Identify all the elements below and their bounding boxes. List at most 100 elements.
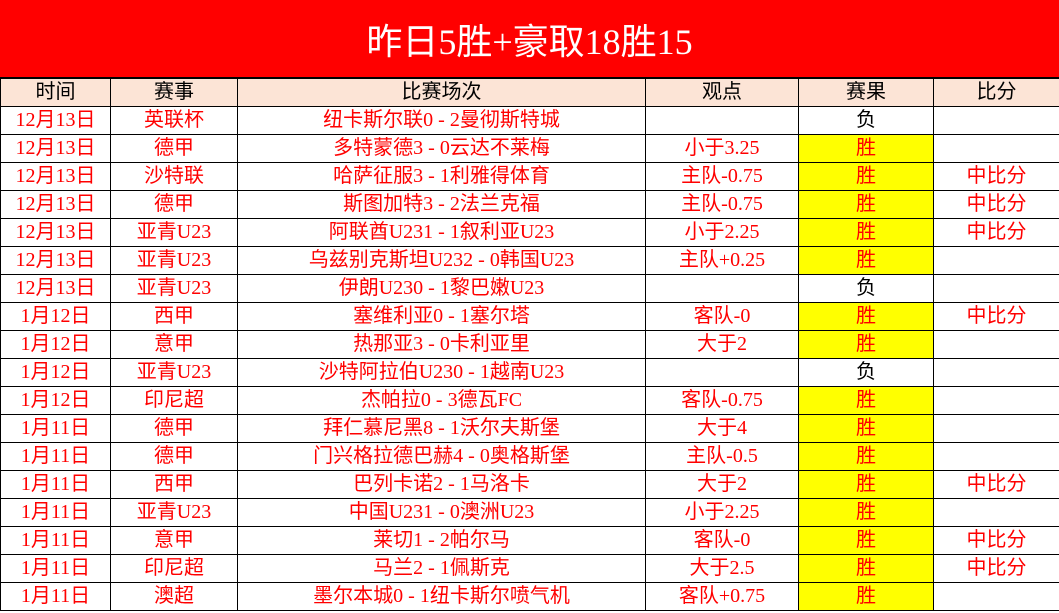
score-cell xyxy=(933,358,1059,387)
league-cell: 亚青U23 xyxy=(110,274,238,303)
result-cell: 负 xyxy=(798,274,934,303)
date-cell: 1月12日 xyxy=(0,330,111,359)
match-cell: 哈萨征服3 - 1利雅得体育 xyxy=(237,162,646,191)
results-table: 时间 赛事 比赛场次 观点 赛果 比分 12月13日 英联杯 纽卡斯尔联0 - 2曼彻斯特城负… xyxy=(0,78,1059,611)
pick-cell: 小于2.25 xyxy=(645,498,799,527)
column-header: 观点 xyxy=(645,78,799,107)
date-cell: 1月11日 xyxy=(0,582,111,611)
result-cell: 胜 xyxy=(798,526,934,555)
score-cell: 中比分 xyxy=(933,554,1059,583)
column-header: 时间 xyxy=(0,78,111,107)
result-cell: 胜 xyxy=(798,386,934,415)
result-cell: 胜 xyxy=(798,162,934,191)
pick-cell: 大于2 xyxy=(645,470,799,499)
result-cell: 胜 xyxy=(798,190,934,219)
table-row: 1月12日 亚青U23 沙特阿拉伯U230 - 1越南U23 负 xyxy=(0,358,1059,387)
pick-cell: 主队-0.75 xyxy=(645,162,799,191)
league-cell: 亚青U23 xyxy=(110,218,238,247)
date-cell: 1月11日 xyxy=(0,498,111,527)
result-cell: 胜 xyxy=(798,330,934,359)
column-header: 赛果 xyxy=(798,78,934,107)
result-cell: 胜 xyxy=(798,134,934,163)
match-cell: 阿联酋U231 - 1叙利亚U23 xyxy=(237,218,646,247)
table-row: 1月12日 西甲 塞维利亚0 - 1塞尔塔 客队-0 胜中比分 xyxy=(0,302,1059,331)
match-cell: 门兴格拉德巴赫4 - 0奥格斯堡 xyxy=(237,442,646,471)
date-cell: 1月12日 xyxy=(0,386,111,415)
date-cell: 12月13日 xyxy=(0,162,111,191)
score-cell: 中比分 xyxy=(933,526,1059,555)
pick-cell: 客队-0.75 xyxy=(645,386,799,415)
match-cell: 伊朗U230 - 1黎巴嫩U23 xyxy=(237,274,646,303)
league-cell: 亚青U23 xyxy=(110,358,238,387)
score-cell: 中比分 xyxy=(933,218,1059,247)
league-cell: 印尼超 xyxy=(110,554,238,583)
pick-cell: 客队-0 xyxy=(645,302,799,331)
date-cell: 1月11日 xyxy=(0,526,111,555)
result-cell: 胜 xyxy=(798,302,934,331)
table-row: 12月13日 沙特联 哈萨征服3 - 1利雅得体育 主队-0.75 胜中比分 xyxy=(0,162,1059,191)
title-bar: 昨日5胜+豪取18胜15 xyxy=(0,0,1059,78)
league-cell: 亚青U23 xyxy=(110,498,238,527)
date-cell: 12月13日 xyxy=(0,246,111,275)
result-cell: 胜 xyxy=(798,442,934,471)
match-cell: 多特蒙德3 - 0云达不莱梅 xyxy=(237,134,646,163)
result-cell: 胜 xyxy=(798,218,934,247)
league-cell: 西甲 xyxy=(110,302,238,331)
score-cell xyxy=(933,442,1059,471)
pick-cell: 客队+0.75 xyxy=(645,582,799,611)
result-cell: 胜 xyxy=(798,498,934,527)
table-row: 12月13日 亚青U23 乌兹别克斯坦U232 - 0韩国U23 主队+0.25 胜 xyxy=(0,246,1059,275)
table-row: 1月11日 澳超 墨尔本城0 - 1纽卡斯尔喷气机 客队+0.75 胜 xyxy=(0,582,1059,611)
date-cell: 12月13日 xyxy=(0,134,111,163)
pick-cell: 小于2.25 xyxy=(645,218,799,247)
score-cell xyxy=(933,498,1059,527)
date-cell: 1月11日 xyxy=(0,470,111,499)
table-row: 12月13日 英联杯 纽卡斯尔联0 - 2曼彻斯特城 负 xyxy=(0,106,1059,135)
match-cell: 莱切1 - 2帕尔马 xyxy=(237,526,646,555)
pick-cell: 大于2 xyxy=(645,330,799,359)
pick-cell: 客队-0 xyxy=(645,526,799,555)
table-row: 1月11日 亚青U23 中国U231 - 0澳洲U23 小于2.25 胜 xyxy=(0,498,1059,527)
table-row: 1月12日 意甲 热那亚3 - 0卡利亚里 大于2 胜 xyxy=(0,330,1059,359)
pick-cell xyxy=(645,274,799,303)
table-row: 12月13日 德甲 斯图加特3 - 2法兰克福 主队-0.75 胜中比分 xyxy=(0,190,1059,219)
table-row: 1月11日 德甲 门兴格拉德巴赫4 - 0奥格斯堡 主队-0.5 胜 xyxy=(0,442,1059,471)
match-cell: 拜仁慕尼黑8 - 1沃尔夫斯堡 xyxy=(237,414,646,443)
match-cell: 乌兹别克斯坦U232 - 0韩国U23 xyxy=(237,246,646,275)
result-cell: 胜 xyxy=(798,246,934,275)
league-cell: 德甲 xyxy=(110,414,238,443)
result-cell: 胜 xyxy=(798,554,934,583)
date-cell: 1月11日 xyxy=(0,442,111,471)
pick-cell: 大于2.5 xyxy=(645,554,799,583)
pick-cell xyxy=(645,358,799,387)
match-cell: 中国U231 - 0澳洲U23 xyxy=(237,498,646,527)
date-cell: 12月13日 xyxy=(0,274,111,303)
date-cell: 1月11日 xyxy=(0,554,111,583)
table-row: 1月11日 德甲 拜仁慕尼黑8 - 1沃尔夫斯堡 大于4 胜 xyxy=(0,414,1059,443)
score-cell: 中比分 xyxy=(933,162,1059,191)
pick-cell: 小于3.25 xyxy=(645,134,799,163)
table-row: 1月11日 印尼超 马兰2 - 1佩斯克 大于2.5 胜中比分 xyxy=(0,554,1059,583)
date-cell: 1月12日 xyxy=(0,358,111,387)
match-cell: 巴列卡诺2 - 1马洛卡 xyxy=(237,470,646,499)
league-cell: 德甲 xyxy=(110,190,238,219)
match-cell: 斯图加特3 - 2法兰克福 xyxy=(237,190,646,219)
league-cell: 德甲 xyxy=(110,134,238,163)
date-cell: 12月13日 xyxy=(0,190,111,219)
league-cell: 澳超 xyxy=(110,582,238,611)
match-cell: 沙特阿拉伯U230 - 1越南U23 xyxy=(237,358,646,387)
pick-cell: 主队-0.5 xyxy=(645,442,799,471)
pick-cell: 主队+0.25 xyxy=(645,246,799,275)
pick-cell: 大于4 xyxy=(645,414,799,443)
score-cell xyxy=(933,274,1059,303)
result-cell: 胜 xyxy=(798,582,934,611)
match-cell: 纽卡斯尔联0 - 2曼彻斯特城 xyxy=(237,106,646,135)
table-row: 1月12日 印尼超 杰帕拉0 - 3德瓦FC 客队-0.75 胜 xyxy=(0,386,1059,415)
league-cell: 印尼超 xyxy=(110,386,238,415)
match-cell: 塞维利亚0 - 1塞尔塔 xyxy=(237,302,646,331)
score-cell xyxy=(933,582,1059,611)
date-cell: 12月13日 xyxy=(0,218,111,247)
table-row: 1月11日 西甲 巴列卡诺2 - 1马洛卡 大于2 胜中比分 xyxy=(0,470,1059,499)
pick-cell xyxy=(645,106,799,135)
